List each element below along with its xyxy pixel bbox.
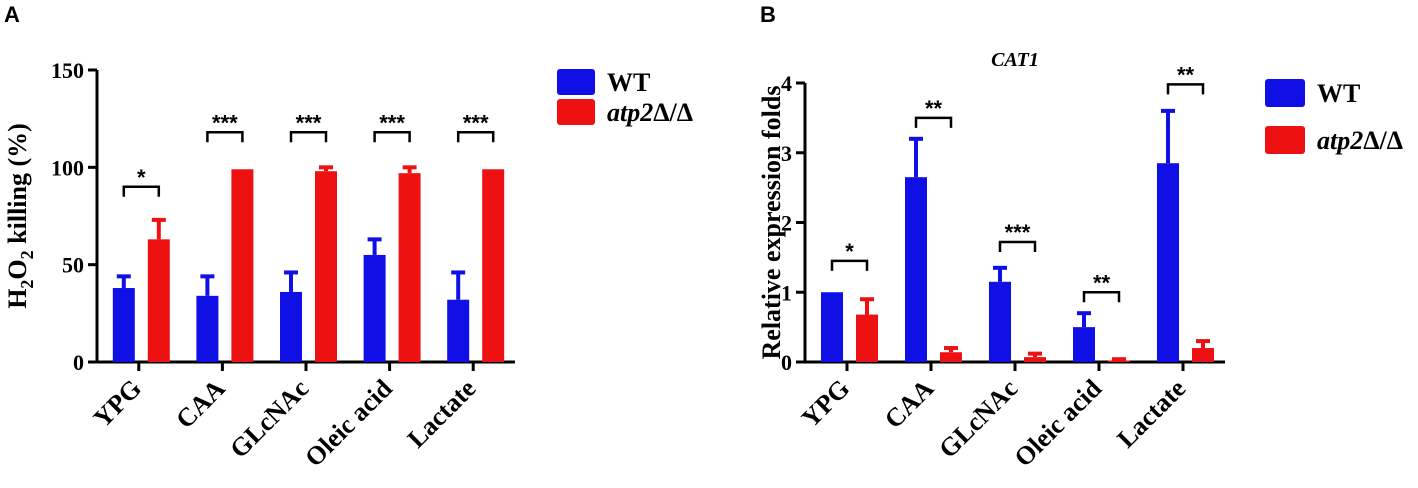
- y-tick-label: 2: [781, 211, 792, 236]
- bar-wt: [363, 254, 386, 362]
- bar-wt: [112, 288, 135, 362]
- bar-mutant: [231, 169, 254, 362]
- bar-wt: [1157, 163, 1179, 362]
- y-axis-label-part: killing (%): [3, 123, 32, 250]
- bar-mutant: [856, 314, 878, 362]
- significance-label: ***: [212, 110, 238, 135]
- legend-swatch-mutant: [1265, 126, 1305, 154]
- significance-bracket: [289, 131, 328, 143]
- legend-label-mutant: atp2Δ/Δ: [607, 98, 693, 127]
- y-axis-label: Relative expression folds: [757, 86, 786, 360]
- panel-label-b: B: [760, 2, 776, 27]
- panel-label-a: A: [4, 2, 20, 27]
- y-tick-label: 3: [781, 141, 792, 166]
- bar-mutant: [315, 171, 337, 362]
- y-axis-label-part: 2: [17, 250, 37, 259]
- significance-label: ***: [296, 110, 322, 135]
- legend-label-rest: Δ/Δ: [653, 98, 693, 127]
- significance-bracket: [914, 116, 953, 128]
- x-tick-label: YPG: [796, 374, 855, 433]
- significance-label: ***: [463, 110, 489, 135]
- y-tick-label: 4: [781, 71, 792, 96]
- chart-title: CAT1: [991, 49, 1039, 71]
- x-tick-label: Oleic acid: [299, 373, 398, 472]
- bar-mutant: [1192, 348, 1214, 362]
- y-axis-label: H2O2 killing (%): [3, 123, 37, 309]
- y-tick-label: 100: [51, 155, 84, 180]
- significance-label: **: [1093, 270, 1111, 295]
- significance-label: **: [1177, 62, 1195, 87]
- legend-swatch-wt: [557, 69, 595, 95]
- significance-bracket: [206, 131, 244, 143]
- y-axis-label-part: 2: [17, 280, 37, 289]
- y-tick-label: 150: [51, 58, 84, 83]
- bar-mutant: [1024, 357, 1046, 362]
- bar-wt: [905, 177, 927, 362]
- y-tick-label: 0: [73, 350, 84, 375]
- significance-label: *: [137, 165, 146, 190]
- significance-bracket: [456, 131, 495, 143]
- significance-bracket: [830, 259, 869, 271]
- bar-wt: [447, 299, 470, 362]
- bar-wt: [821, 292, 843, 362]
- bar-wt: [1073, 327, 1095, 362]
- y-tick-label: 1: [781, 280, 792, 305]
- x-tick-label: Oleic acid: [1009, 373, 1108, 472]
- bar-mutant: [398, 173, 421, 362]
- legend-label-italic: atp2: [1317, 126, 1363, 155]
- bar-mutant: [940, 352, 962, 362]
- legend-swatch-wt: [1265, 79, 1305, 107]
- bar-mutant: [147, 239, 170, 362]
- y-axis-label-part: H: [3, 289, 32, 309]
- significance-label: *: [845, 239, 854, 264]
- legend-label-wt: WT: [1317, 79, 1360, 108]
- x-tick-label: Lactate: [1112, 374, 1192, 454]
- x-tick-label: Lactate: [402, 374, 482, 454]
- bar-mutant: [482, 169, 505, 362]
- significance-bracket: [122, 185, 161, 197]
- legend-label-rest: Δ/Δ: [1363, 126, 1403, 155]
- legend-swatch-mutant: [557, 99, 595, 125]
- y-tick-label: 50: [62, 253, 84, 278]
- significance-bracket: [1082, 291, 1121, 303]
- bar-wt: [280, 291, 302, 362]
- significance-bracket: [998, 240, 1037, 253]
- x-tick-label: YPG: [88, 374, 147, 433]
- legend-label-wt: WT: [607, 68, 650, 97]
- x-tick-label: CAA: [879, 374, 939, 434]
- legend-label-italic: atp2: [607, 98, 653, 127]
- y-tick-label: 0: [781, 350, 792, 375]
- significance-bracket: [1166, 83, 1205, 95]
- x-tick-label: CAA: [170, 374, 230, 434]
- legend-label-mutant: atp2Δ/Δ: [1317, 126, 1403, 155]
- bar-mutant: [1108, 360, 1130, 362]
- bar-wt: [989, 281, 1011, 362]
- significance-label: ***: [379, 110, 405, 135]
- y-axis-label-part: O: [3, 259, 32, 279]
- significance-bracket: [373, 131, 411, 143]
- bar-wt: [196, 295, 219, 362]
- significance-label: **: [925, 96, 943, 121]
- significance-label: ***: [1005, 220, 1031, 245]
